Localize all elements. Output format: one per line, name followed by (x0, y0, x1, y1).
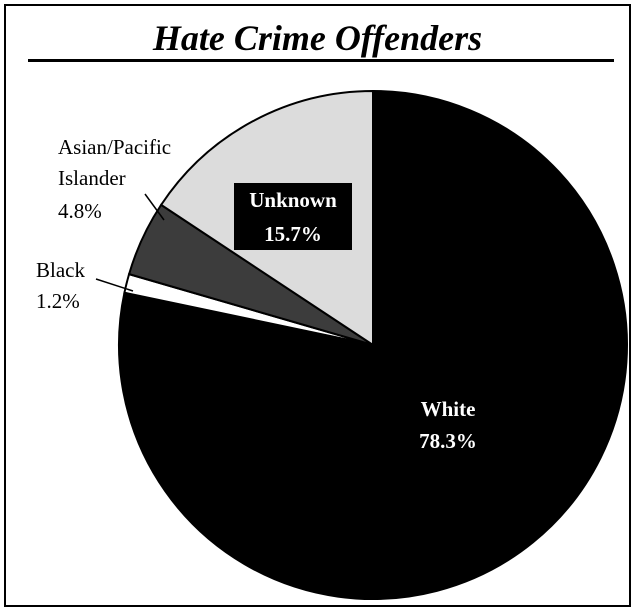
slice-label-asian-line1: Asian/Pacific (58, 135, 171, 159)
slice-label-asian-line2: Islander (58, 166, 126, 190)
slice-label-unknown: Unknown (249, 188, 337, 212)
slice-label-white: White (421, 397, 476, 421)
slice-label-black: Black (36, 258, 85, 282)
slice-value-white: 78.3% (419, 429, 477, 453)
slice-value-unknown: 15.7% (264, 222, 322, 246)
slice-value-asian: 4.8% (58, 199, 102, 223)
slice-value-black: 1.2% (36, 289, 80, 313)
